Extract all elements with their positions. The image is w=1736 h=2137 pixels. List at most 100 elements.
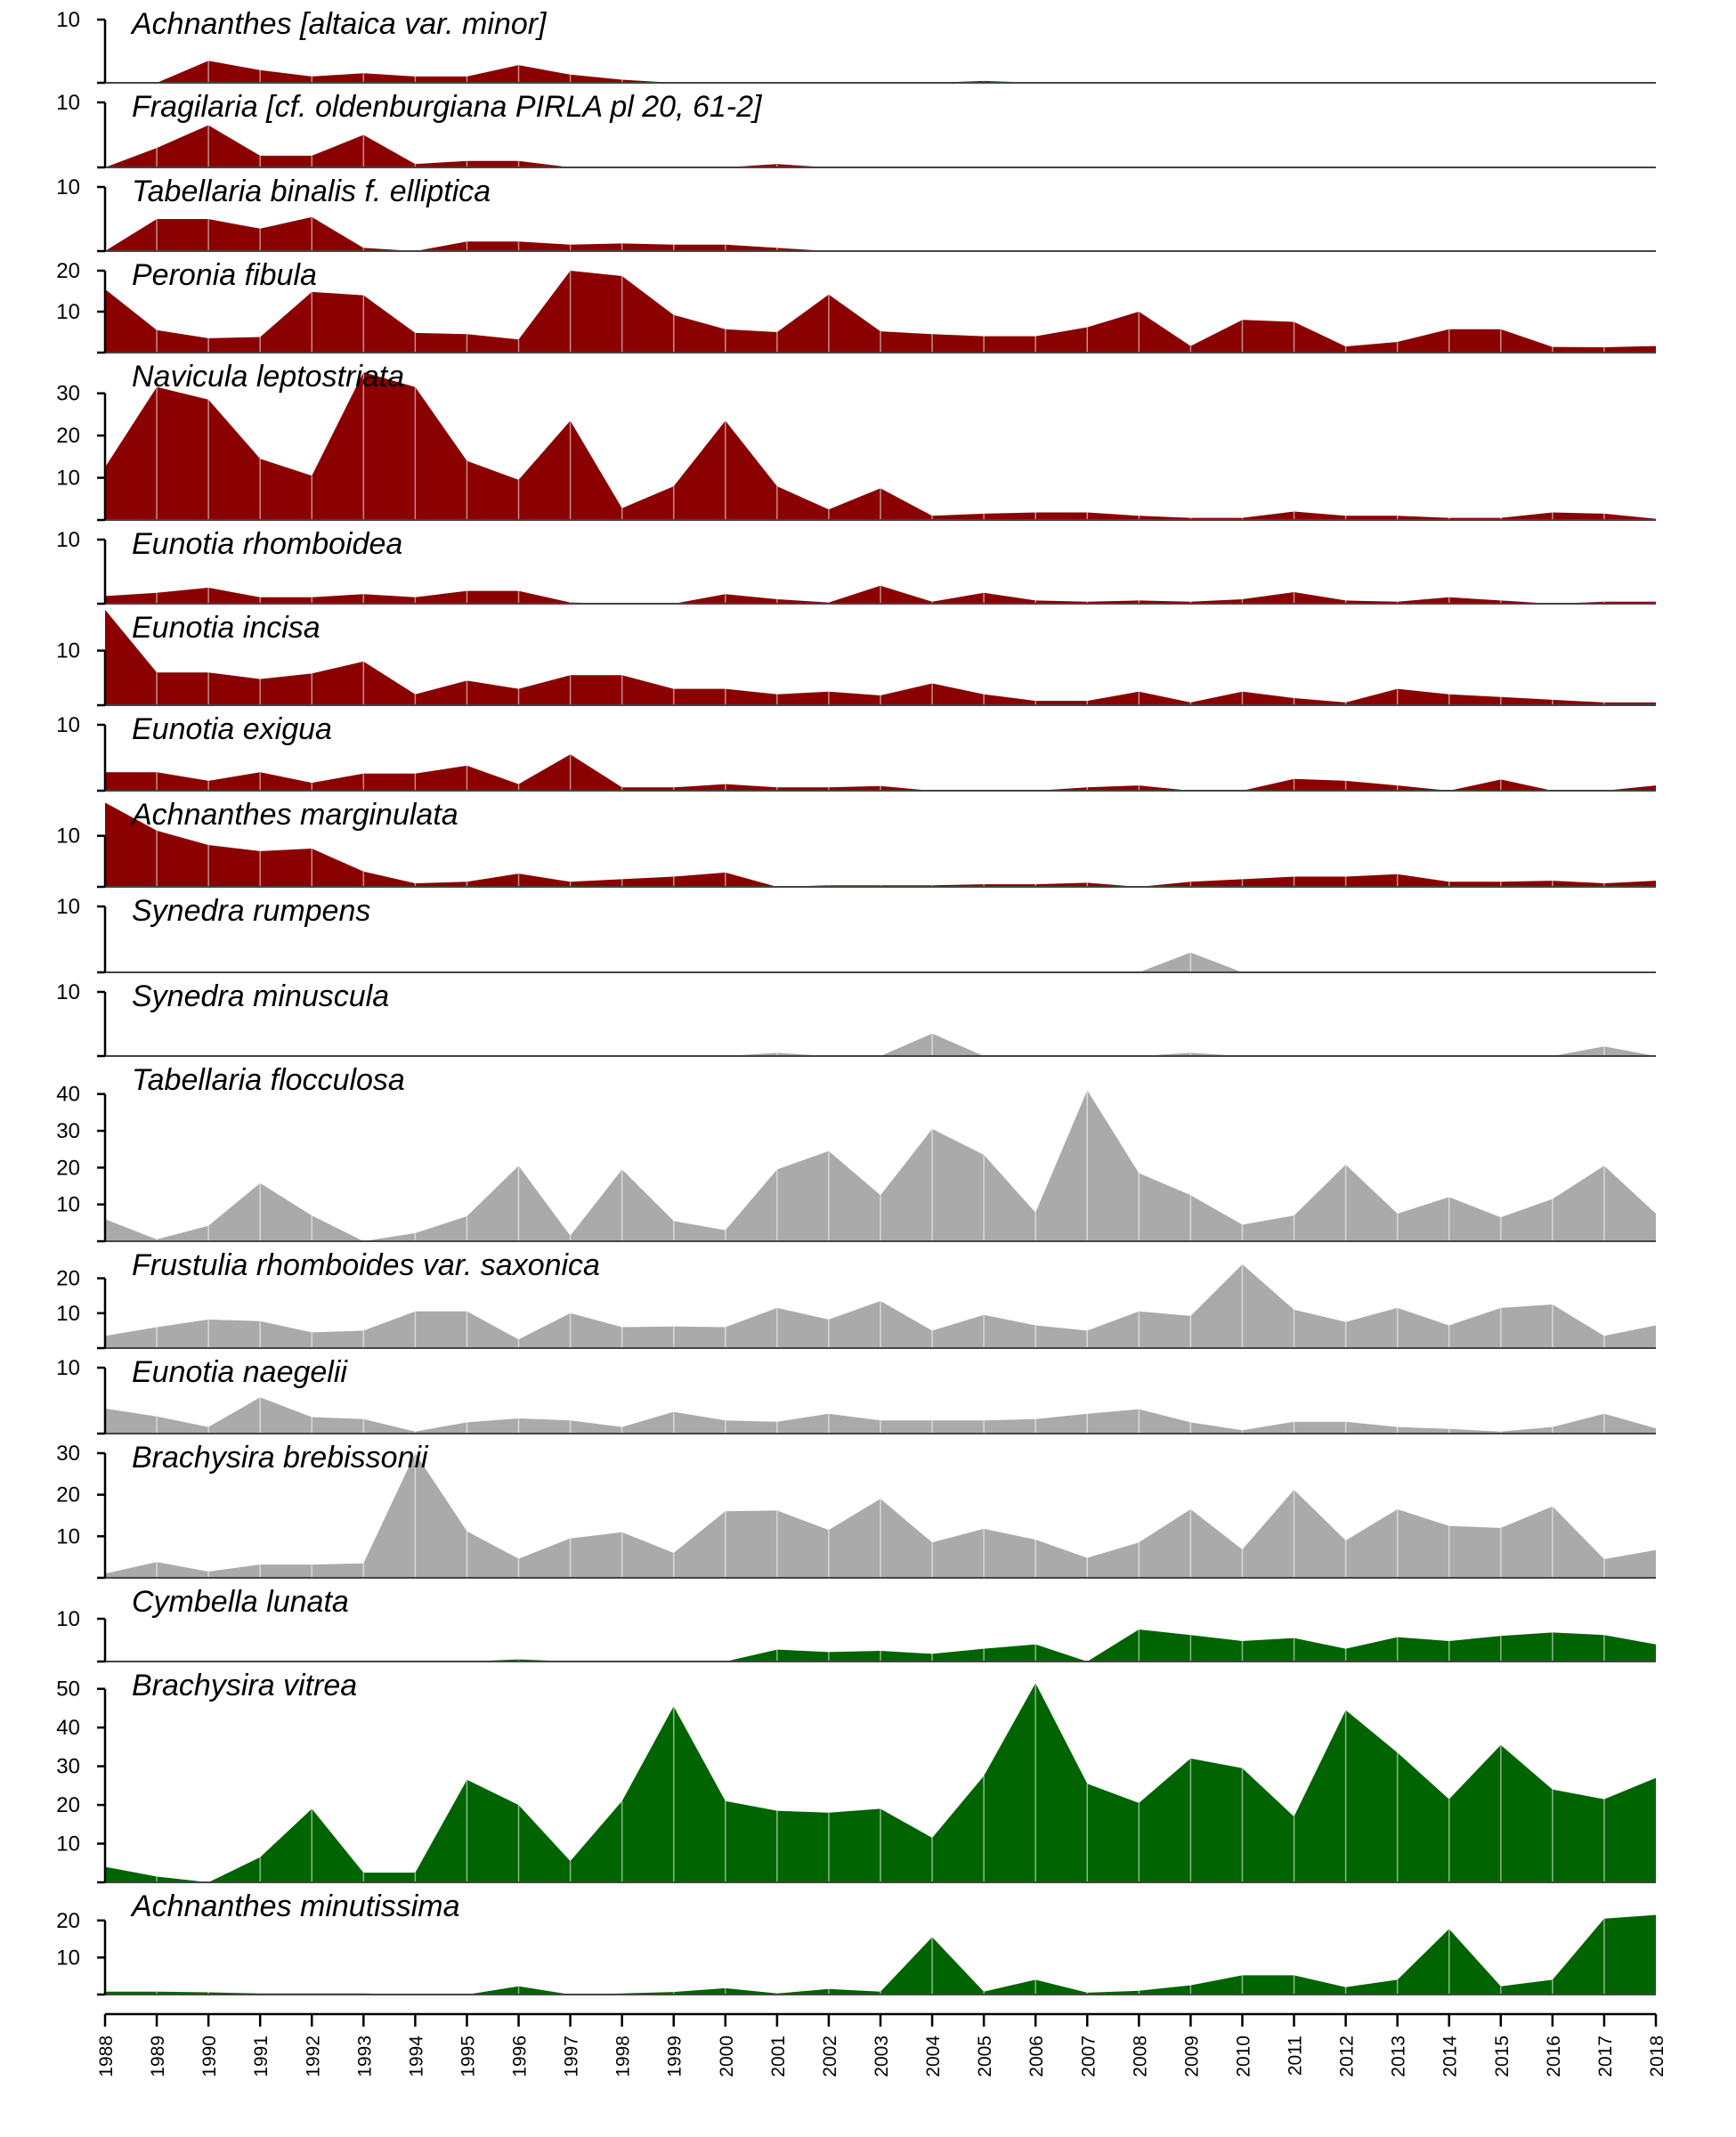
y-tick-label: 10 [56, 980, 80, 1004]
y-tick-label: 10 [56, 895, 80, 919]
y-tick-label: 20 [56, 1483, 80, 1507]
y-tick-label: 20 [56, 424, 80, 448]
panel-eunotia-naegelii: 10 Eunotia naegelii [56, 1355, 1657, 1435]
y-tick-label: 40 [56, 1083, 80, 1107]
panel-title: Fragilaria [cf. oldenburgiana PIRLA pl 2… [132, 90, 763, 124]
x-tick-label: 1991 [251, 2035, 272, 2077]
x-tick-label: 2014 [1440, 2035, 1461, 2077]
x-tick-label: 2011 [1286, 2035, 1306, 2076]
series-area [105, 1033, 1656, 1056]
x-axis: 1988 1989 1990 1991 1992 1993 1994 1995 1996 1997… [96, 2012, 1667, 2077]
panel-peronia-fibula: 10 20 Peronia fibula [56, 258, 1657, 354]
y-tick-label: 10 [56, 91, 80, 115]
panel-fragilaria-cf-oldenburgiana-pirla-pl-20-61-2: 10 Fragilaria [cf. oldenburgiana PIRLA pl… [56, 90, 1657, 169]
panel-title: Eunotia naegelii [132, 1355, 348, 1389]
y-tick-label: 20 [56, 1793, 80, 1817]
x-tick-label: 2009 [1181, 2035, 1202, 2077]
panel-title: Brachysira brebissonii [132, 1441, 429, 1475]
y-tick-label: 40 [56, 1716, 80, 1740]
series-area [105, 1683, 1656, 1882]
y-tick-label: 20 [56, 1267, 80, 1291]
x-tick-label: 2018 [1647, 2035, 1667, 2077]
y-tick-label: 30 [56, 1442, 80, 1466]
y-tick-label: 30 [56, 1755, 80, 1779]
y-tick-label: 10 [56, 467, 80, 491]
panel-synedra-minuscula: 10 Synedra minuscula [56, 979, 1657, 1058]
panel-title: Tabellaria flocculosa [132, 1063, 405, 1097]
x-tick-label: 1997 [562, 2035, 582, 2077]
x-tick-label: 1994 [406, 2035, 426, 2077]
x-tick-label: 2007 [1078, 2035, 1099, 2077]
x-tick-label: 1999 [665, 2035, 685, 2077]
x-tick-label: 2000 [717, 2035, 737, 2077]
y-tick-label: 10 [56, 175, 80, 199]
series-area [105, 609, 1656, 705]
y-tick-label: 20 [56, 1156, 80, 1180]
x-tick-label: 2013 [1389, 2035, 1409, 2077]
y-tick-label: 10 [56, 639, 80, 663]
y-tick-label: 10 [56, 1607, 80, 1631]
panel-title: Synedra minuscula [132, 979, 389, 1013]
panel-title: Eunotia incisa [132, 611, 320, 645]
panel-achnanthes-minutissima: 10 20 Achnanthes minutissima [56, 1889, 1657, 1996]
panel-cymbella-lunata: 10 Cymbella lunata [56, 1585, 1657, 1663]
panel-frustulia-rhomboides-var-saxonica: 10 20 Frustulia rhomboides var. saxonica [56, 1248, 1657, 1350]
x-tick-label: 2002 [820, 2035, 840, 2077]
x-tick-label: 2006 [1026, 2035, 1047, 2077]
series-area [105, 1914, 1656, 1995]
panel-title: Achnanthes minutissima [130, 1889, 460, 1923]
x-tick-label: 2015 [1492, 2035, 1513, 2077]
panel-tabellaria-binalis-f-elliptica: 10 Tabellaria binalis f. elliptica [56, 175, 1657, 253]
y-tick-label: 10 [56, 8, 80, 32]
panel-synedra-rumpens: 10 Synedra rumpens [56, 894, 1657, 974]
x-tick-label: 2003 [872, 2035, 892, 2077]
y-tick-label: 10 [56, 1524, 80, 1548]
y-tick-label: 10 [56, 1193, 80, 1217]
panel-title: Achnanthes [altaica var. minor] [130, 7, 548, 41]
panel-eunotia-incisa: 10 Eunotia incisa [56, 609, 1657, 707]
y-tick-label: 10 [56, 713, 80, 737]
x-tick-label: 2016 [1544, 2035, 1564, 2077]
panel-title: Frustulia rhomboides var. saxonica [132, 1248, 600, 1282]
series-area [105, 754, 1656, 791]
y-tick-label: 30 [56, 382, 80, 406]
x-tick-label: 1990 [199, 2035, 220, 2077]
y-tick-label: 10 [56, 300, 80, 324]
y-tick-label: 30 [56, 1119, 80, 1143]
panel-eunotia-rhomboidea: 10 Eunotia rhomboidea [56, 527, 1657, 605]
series-area [105, 61, 1656, 83]
y-tick-label: 10 [56, 825, 80, 849]
panel-title: Cymbella lunata [132, 1585, 349, 1619]
x-tick-label: 1989 [148, 2035, 168, 2077]
panel-title: Brachysira vitrea [132, 1669, 357, 1702]
panel-title: Navicula leptostriata [132, 360, 404, 394]
panel-tabellaria-flocculosa: 10 20 30 40 Tabellaria flocculosa [56, 1063, 1657, 1243]
panel-title: Tabellaria binalis f. elliptica [132, 175, 491, 208]
series-area [105, 372, 1656, 520]
y-tick-label: 10 [56, 1302, 80, 1326]
x-tick-label: 2005 [975, 2035, 995, 2077]
series-area [105, 1629, 1656, 1662]
x-tick-label: 1998 [613, 2035, 634, 2077]
series-area [105, 1090, 1656, 1241]
y-tick-label: 20 [56, 1909, 80, 1933]
x-tick-label: 1995 [458, 2035, 478, 2077]
x-tick-label: 1988 [96, 2035, 117, 2077]
series-area [105, 271, 1656, 353]
panel-brachysira-vitrea: 10 20 30 40 50 Brachysira vitrea [56, 1669, 1657, 1884]
panel-title: Synedra rumpens [132, 894, 370, 928]
panel-brachysira-brebissonii: 10 20 30 Brachysira brebissonii [56, 1441, 1657, 1580]
panel-achnanthes-altaica-var-minor: 10 Achnanthes [altaica var. minor] [56, 7, 1657, 85]
y-tick-label: 10 [56, 1832, 80, 1857]
x-tick-label: 1996 [510, 2035, 531, 2077]
series-area [105, 1397, 1656, 1434]
x-tick-label: 2008 [1130, 2035, 1150, 2077]
x-tick-label: 2012 [1337, 2035, 1358, 2077]
x-tick-label: 2010 [1233, 2035, 1253, 2077]
y-tick-label: 10 [56, 1946, 80, 1970]
x-tick-label: 1992 [303, 2035, 323, 2077]
series-area [105, 125, 1656, 167]
y-tick-label: 10 [56, 528, 80, 552]
y-tick-label: 20 [56, 259, 80, 283]
